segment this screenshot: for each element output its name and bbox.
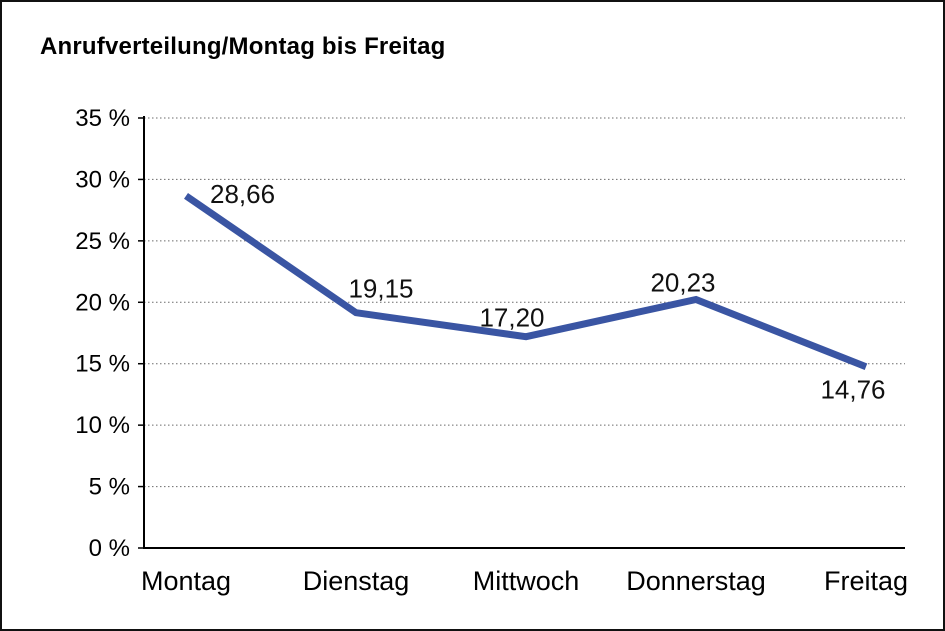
y-tick-label: 25 %: [75, 228, 130, 255]
series-line: [184, 193, 868, 370]
x-category-label: Donnerstag: [626, 566, 766, 596]
x-category-label: Dienstag: [303, 566, 410, 596]
y-tick-label: 10 %: [75, 412, 130, 439]
x-category-label: Freitag: [824, 566, 908, 596]
data-point-label: 20,23: [650, 267, 715, 297]
data-point-label: 17,20: [479, 303, 544, 333]
data-point-label: 14,76: [820, 375, 885, 405]
y-tick-label: 5 %: [89, 474, 130, 501]
y-tick-label: 0 %: [89, 535, 130, 562]
data-point-label: 19,15: [348, 274, 413, 304]
y-tick-label: 15 %: [75, 351, 130, 378]
data-point-label: 28,66: [210, 179, 275, 209]
y-tick-label: 35 %: [75, 105, 130, 132]
x-category-label: Mittwoch: [473, 566, 580, 596]
x-category-label: Montag: [141, 566, 231, 596]
chart-title: Anrufverteilung/Montag bis Freitag: [40, 33, 446, 60]
y-tick-label: 30 %: [75, 166, 130, 193]
y-tick-label: 20 %: [75, 289, 130, 316]
